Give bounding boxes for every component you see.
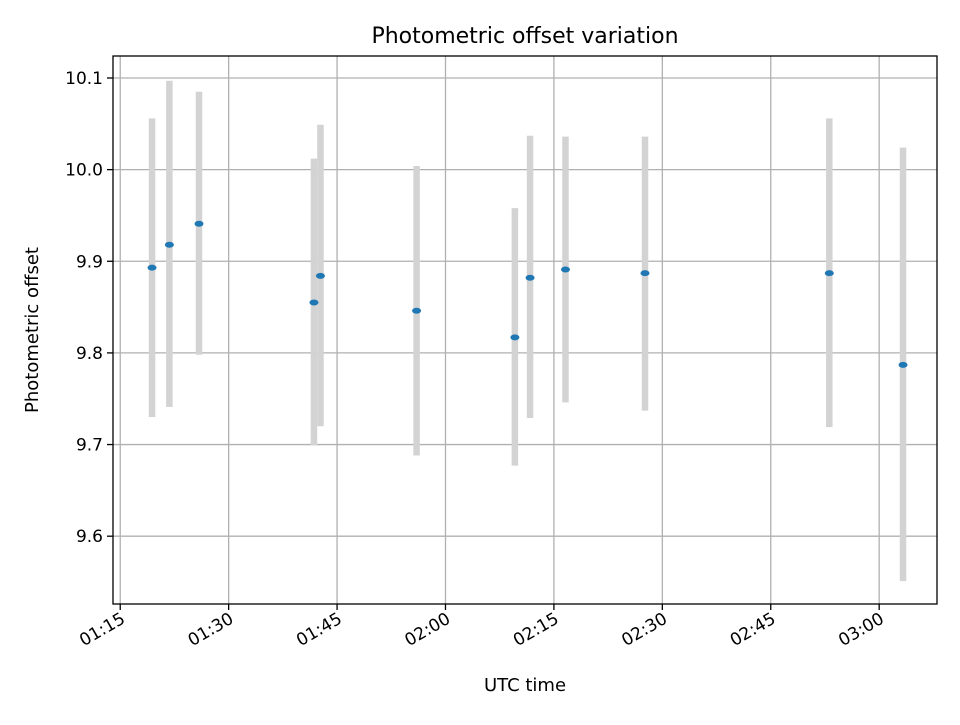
data-point: [824, 270, 834, 277]
y-tick-label: 9.9: [76, 252, 103, 272]
data-point: [309, 299, 319, 306]
x-axis-label: UTC time: [484, 675, 566, 696]
plot-area-frame: [112, 55, 938, 605]
data-point: [525, 274, 535, 281]
y-tick-label: 9.7: [76, 436, 103, 456]
data-point: [315, 272, 325, 279]
y-tick-label: 10.0: [65, 161, 103, 181]
y-tick-label: 10.1: [65, 69, 103, 89]
data-point: [412, 307, 422, 314]
data-point: [164, 241, 174, 248]
data-point: [194, 220, 204, 227]
data-point: [898, 361, 908, 368]
data-point: [147, 264, 157, 271]
data-points: [147, 220, 908, 368]
chart-title: Photometric offset variation: [371, 24, 678, 49]
data-point: [510, 334, 520, 341]
data-point: [560, 266, 570, 273]
y-tick-label: 9.8: [76, 344, 103, 364]
y-axis-ticks: 9.6 9.7 9.8 9.9 10.0 10.1: [65, 69, 113, 547]
y-tick-label: 9.6: [76, 527, 103, 547]
data-point: [640, 270, 650, 277]
y-axis-label: Photometric offset: [22, 247, 43, 413]
grid-lines: [113, 56, 937, 604]
